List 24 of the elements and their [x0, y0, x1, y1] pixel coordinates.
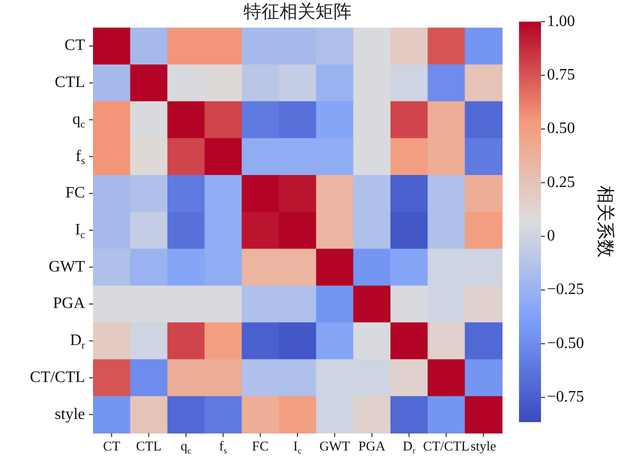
color-bar-label: 0: [547, 228, 555, 245]
x-tick-label: PGA: [358, 438, 386, 454]
color-bar-label: −0.75: [547, 388, 584, 406]
color-bar-label: 1.00: [547, 12, 575, 30]
color-bar-label: 0.25: [547, 174, 575, 191]
color-bar-label: −0.50: [547, 334, 584, 352]
chart-title: 特征相关矩阵: [244, 1, 352, 22]
x-tick-label: CT: [102, 438, 121, 454]
y-tick-label: style: [54, 406, 85, 423]
x-tick-label: GWT: [319, 438, 351, 454]
y-tick-label: CTL: [54, 74, 85, 92]
color-bar-label: 0.50: [547, 120, 575, 138]
y-tick-label: PGA: [52, 295, 86, 312]
color-bar-label: −0.25: [547, 281, 584, 298]
y-tick-label: CT/CTL: [30, 368, 85, 386]
color-bar-label: 0.75: [547, 66, 575, 84]
y-tick-label: GWT: [48, 258, 86, 276]
y-tick-label: FC: [65, 184, 86, 202]
x-tick-label: FC: [252, 438, 269, 454]
y-tick-label: CT: [64, 37, 86, 54]
color-bar-title: 相关系数: [594, 185, 616, 258]
x-tick-label: CT/CTL: [422, 438, 470, 454]
x-tick-label: style: [470, 438, 496, 454]
x-tick-label: CTL: [136, 438, 162, 454]
